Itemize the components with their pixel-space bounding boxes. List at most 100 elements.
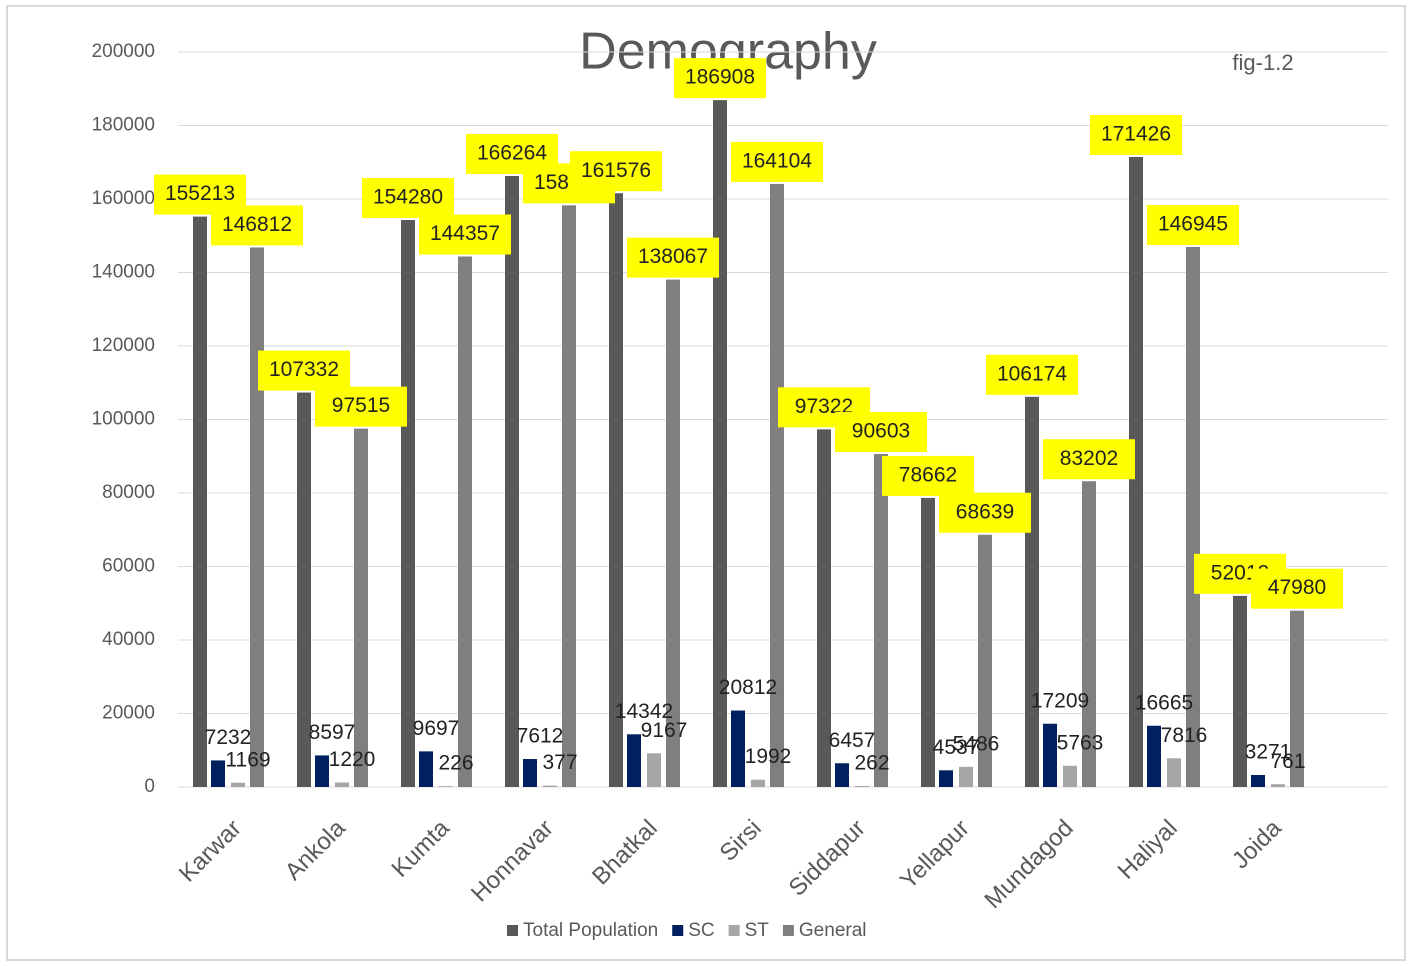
legend-label: SC xyxy=(688,920,714,941)
value-label: 83202 xyxy=(1060,447,1118,470)
value-label: 16665 xyxy=(1135,691,1193,714)
bar xyxy=(1043,723,1057,787)
y-tick-label: 120000 xyxy=(92,335,155,356)
label-background xyxy=(835,412,927,453)
y-tick-label: 0 xyxy=(144,776,155,797)
value-label: 9697 xyxy=(413,717,460,740)
bar xyxy=(193,216,207,787)
value-label: 7816 xyxy=(1161,724,1208,747)
value-label: 186908 xyxy=(685,66,755,89)
bar xyxy=(211,760,225,787)
value-label: 68639 xyxy=(956,500,1014,523)
y-tick-label: 60000 xyxy=(102,556,155,577)
value-label: 377 xyxy=(542,751,577,774)
annotation: fig-1.2 xyxy=(1232,50,1293,75)
bar xyxy=(354,428,368,787)
bar xyxy=(335,782,349,787)
value-label: 14342 xyxy=(615,700,673,723)
value-label: 107332 xyxy=(269,358,339,381)
value-label: 154280 xyxy=(373,186,443,209)
bar xyxy=(458,256,472,787)
bar xyxy=(1233,595,1247,787)
value-label: 6457 xyxy=(829,729,876,752)
label-background xyxy=(674,58,766,99)
value-label: 1169 xyxy=(225,748,270,771)
bar xyxy=(855,786,869,787)
value-label: 17209 xyxy=(1031,689,1089,712)
label-background xyxy=(1043,439,1135,480)
y-tick-label: 100000 xyxy=(92,409,155,430)
y-tick-label: 180000 xyxy=(92,115,155,136)
bar xyxy=(439,786,453,787)
y-tick-label: 160000 xyxy=(92,188,155,209)
label-background xyxy=(362,178,454,219)
bar xyxy=(751,779,765,787)
value-label: 20812 xyxy=(719,676,777,699)
value-label: 7232 xyxy=(205,726,252,749)
label-background xyxy=(986,354,1078,395)
y-tick-label: 40000 xyxy=(102,629,155,650)
bar xyxy=(297,392,311,787)
value-label: 144357 xyxy=(430,222,500,245)
bar xyxy=(562,205,576,788)
value-label: 761 xyxy=(1270,750,1305,773)
y-tick-label: 80000 xyxy=(102,482,155,503)
value-label: 5763 xyxy=(1057,731,1104,754)
label-background xyxy=(1251,568,1343,609)
bar xyxy=(505,175,519,787)
bar xyxy=(419,751,433,787)
bar xyxy=(1271,784,1285,787)
value-label: 226 xyxy=(438,752,473,775)
value-label: 146812 xyxy=(222,213,292,236)
bar xyxy=(1167,758,1181,787)
label-background xyxy=(939,492,1031,533)
legend-label: Total Population xyxy=(523,920,658,941)
legend: Total Population SC ST General xyxy=(507,920,867,941)
value-label: 146945 xyxy=(1158,213,1228,236)
bar xyxy=(231,782,245,787)
legend-swatch xyxy=(507,925,518,936)
bar xyxy=(627,734,641,787)
label-background xyxy=(882,455,974,496)
y-tick-label: 20000 xyxy=(102,703,155,724)
value-label: 166264 xyxy=(477,142,547,165)
value-label: 164104 xyxy=(742,149,812,172)
y-tick-label: 200000 xyxy=(92,41,155,62)
bar xyxy=(647,753,661,787)
label-background xyxy=(258,350,350,391)
label-background xyxy=(211,205,303,246)
bar xyxy=(770,183,784,788)
legend-swatch xyxy=(728,925,740,936)
value-label: 1992 xyxy=(745,745,792,768)
bar xyxy=(1186,246,1200,788)
bar xyxy=(315,755,329,787)
bar xyxy=(1129,157,1143,787)
bar xyxy=(978,534,992,787)
bar xyxy=(959,766,973,787)
bar xyxy=(874,454,888,787)
legend-label: General xyxy=(799,920,867,941)
bars xyxy=(193,100,1304,788)
bar xyxy=(523,759,537,787)
legend-label: ST xyxy=(745,920,770,941)
value-label: 262 xyxy=(854,752,889,775)
value-label: 106174 xyxy=(997,362,1067,385)
value-label: 8597 xyxy=(309,721,356,744)
bar xyxy=(1290,610,1304,787)
value-label: 171426 xyxy=(1101,123,1171,146)
value-label: 5486 xyxy=(953,732,1000,755)
bar xyxy=(666,279,680,787)
value-label: 155213 xyxy=(165,182,235,205)
y-tick-label: 140000 xyxy=(92,262,155,283)
value-label: 78662 xyxy=(899,463,957,486)
value-label: 161576 xyxy=(581,159,651,182)
chart-frame xyxy=(6,5,1406,961)
value-label: 3271 xyxy=(1245,741,1292,764)
bar xyxy=(1147,725,1161,787)
label-background xyxy=(1147,204,1239,245)
value-label: 138067 xyxy=(638,245,708,268)
value-label: 47980 xyxy=(1268,576,1326,599)
bar xyxy=(939,770,953,787)
bar xyxy=(609,193,623,788)
